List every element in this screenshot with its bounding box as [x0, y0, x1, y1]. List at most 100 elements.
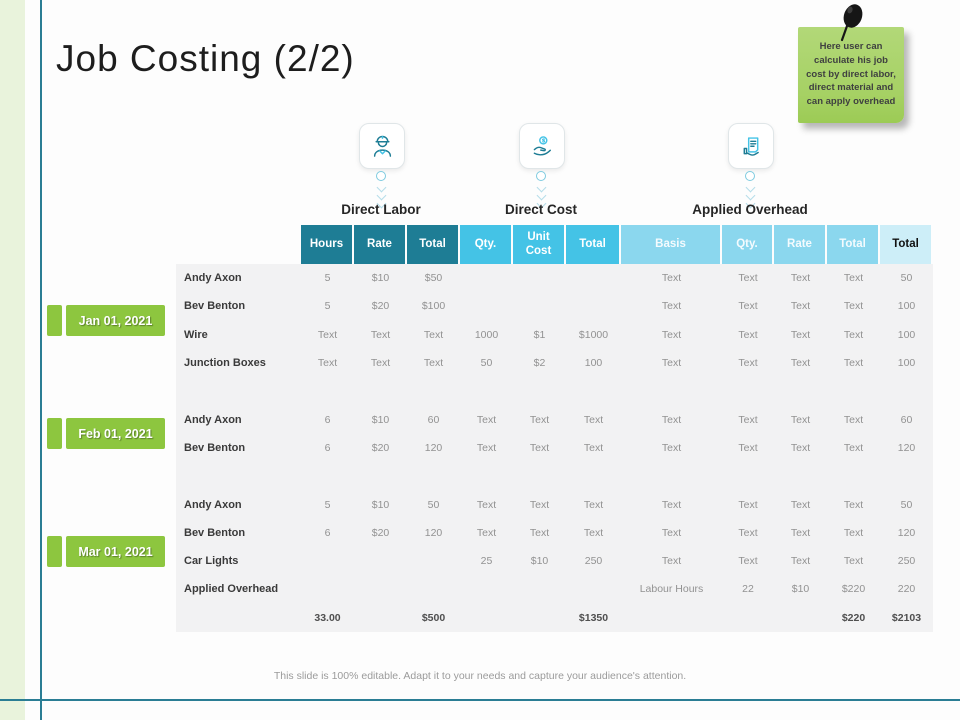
table-cell: 6 — [324, 413, 331, 426]
table-cell: 120 — [897, 441, 916, 454]
row-label: Car Lights — [184, 555, 239, 568]
table-cell — [354, 462, 407, 490]
table-cell: Text — [790, 328, 811, 341]
row-label: Bev Benton — [184, 526, 246, 539]
table-cell — [407, 547, 460, 575]
table-cell — [880, 462, 933, 490]
table-cell: 100 — [584, 357, 603, 370]
table-cell: Text — [738, 498, 758, 511]
column-header: Unit Cost — [513, 225, 566, 264]
table-cell: $220 — [841, 583, 866, 596]
table-cell: Text — [790, 413, 811, 426]
row-label: Andy Axon — [184, 272, 242, 285]
table-cell — [621, 377, 722, 405]
direct-cost-card — [519, 123, 565, 169]
table-cell: Text — [790, 272, 811, 285]
table-cell: Text — [738, 555, 758, 568]
table-cell — [513, 462, 566, 490]
table-cell: 120 — [424, 526, 443, 539]
applied-overhead-card — [728, 123, 774, 169]
table-cell: 1000 — [474, 328, 499, 341]
table-cell: $50 — [424, 272, 443, 285]
table-cell — [566, 292, 621, 320]
table-cell: Text — [423, 357, 444, 370]
table-cell: $20 — [371, 526, 390, 539]
sticky-note: Here user can calculate his job cost by … — [798, 27, 904, 123]
column-header: Qty. — [722, 225, 774, 264]
table-cell — [513, 264, 566, 292]
table-cell — [513, 604, 566, 632]
table-cell: 33.00 — [314, 611, 341, 624]
table-cell: 250 — [584, 555, 603, 568]
table-cell: Text — [583, 526, 604, 539]
group-label-direct-labor: Direct Labor — [341, 202, 421, 217]
table-cell: $500 — [421, 611, 446, 624]
connector-circle — [745, 171, 755, 181]
date-badge-tab — [47, 305, 62, 336]
table-cell: Text — [790, 300, 811, 313]
table-cell: Text — [370, 328, 391, 341]
table-cell: 5 — [324, 498, 331, 511]
row-label: Bev Benton — [184, 441, 246, 454]
table-cell — [774, 462, 827, 490]
table-cell — [621, 462, 722, 490]
column-header: Hours — [301, 225, 354, 264]
table-cell — [880, 377, 933, 405]
date-badge-feb: Feb 01, 2021 — [66, 418, 165, 449]
table-cell: 5 — [324, 272, 331, 285]
construction-worker-icon — [369, 133, 396, 160]
column-header: Total — [827, 225, 880, 264]
table-cell — [621, 604, 722, 632]
table-cell: Text — [317, 328, 338, 341]
column-header: Qty. — [460, 225, 513, 264]
connector-circle — [536, 171, 546, 181]
table-cell: Text — [476, 441, 497, 454]
table-cell: Text — [661, 413, 682, 426]
table-cell: Text — [476, 413, 497, 426]
table-cell: $2103 — [891, 611, 922, 624]
table-cell — [827, 377, 880, 405]
table-cell: Text — [661, 357, 682, 370]
table-cell — [460, 264, 513, 292]
table-cell: Text — [476, 498, 497, 511]
table-cell — [407, 575, 460, 603]
table-cell: $2 — [533, 357, 546, 370]
table-cell: 120 — [424, 441, 443, 454]
table-cell: Text — [843, 300, 864, 313]
table-cell: Text — [583, 498, 604, 511]
table-cell — [460, 575, 513, 603]
table-cell: $10 — [791, 583, 810, 596]
left-accent-band — [0, 0, 25, 720]
table-cell: 25 — [480, 555, 493, 568]
column-header: Rate — [354, 225, 407, 264]
row-label: Bev Benton — [184, 300, 246, 313]
table-cell: Text — [317, 357, 338, 370]
table-cell: Text — [843, 498, 864, 511]
date-badge-tab — [47, 536, 62, 567]
table-cell: Text — [738, 413, 758, 426]
table-cell — [460, 462, 513, 490]
table-cell: $1000 — [578, 328, 609, 341]
table-cell: Text — [738, 272, 758, 285]
table-cell: Text — [423, 328, 444, 341]
table-cell: Text — [843, 357, 864, 370]
row-label — [176, 462, 301, 490]
table-cell — [774, 604, 827, 632]
table-cell: Text — [738, 357, 758, 370]
table-cell: $100 — [421, 300, 446, 313]
table-cell: $20 — [371, 300, 390, 313]
table-cell: Text — [370, 357, 391, 370]
row-label — [176, 377, 301, 405]
table-cell — [407, 377, 460, 405]
table-cell: $10 — [530, 555, 549, 568]
column-header: Total — [566, 225, 621, 264]
table-cell: Text — [843, 413, 864, 426]
table-cell: $10 — [371, 498, 390, 511]
table-cell: $220 — [841, 611, 866, 624]
date-badge-tab — [47, 418, 62, 449]
table-cell — [722, 604, 774, 632]
table-cell: Text — [738, 328, 758, 341]
bottom-horizontal-line — [0, 699, 960, 701]
row-label: Applied Overhead — [184, 583, 279, 596]
column-header: Rate — [774, 225, 827, 264]
